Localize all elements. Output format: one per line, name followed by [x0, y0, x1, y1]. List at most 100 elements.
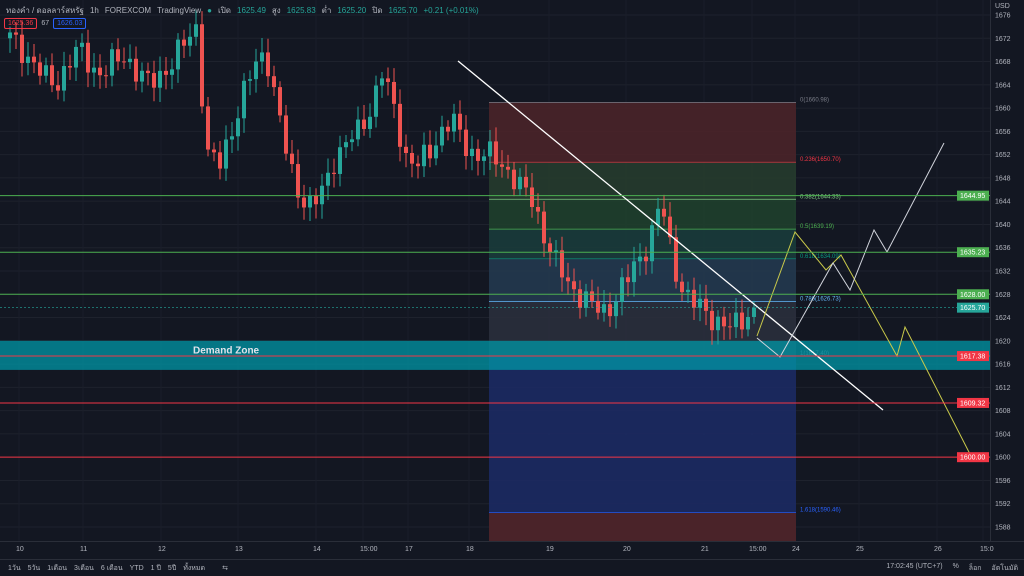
- candle: [158, 70, 162, 88]
- candle: [536, 206, 540, 212]
- candle: [14, 32, 18, 35]
- candle: [272, 76, 276, 88]
- candle: [356, 119, 360, 140]
- candle: [368, 116, 372, 129]
- price-tick: 1672: [995, 36, 1011, 43]
- buy-price[interactable]: 1626.03: [53, 18, 87, 29]
- price-tick: 1616: [995, 362, 1011, 369]
- candle: [728, 326, 732, 328]
- candle: [212, 149, 216, 153]
- auto-toggle[interactable]: อัตโนมัติ: [991, 564, 1018, 572]
- candle: [128, 58, 132, 63]
- price-tick: 1600: [995, 455, 1011, 462]
- exchange: FOREXCOM: [104, 6, 152, 15]
- candle: [578, 289, 582, 308]
- range-button[interactable]: ทั้งหมด: [183, 564, 206, 572]
- candle: [566, 277, 570, 282]
- range-button[interactable]: 1เดือน: [47, 564, 68, 572]
- price-tick: 1656: [995, 129, 1011, 136]
- candle: [392, 81, 396, 104]
- time-label: 17: [405, 546, 413, 553]
- candle: [50, 65, 54, 86]
- range-button[interactable]: YTD: [129, 564, 144, 572]
- clock: 17:02:45 (UTC+7): [886, 562, 943, 570]
- candle: [338, 147, 342, 174]
- range-button[interactable]: 5วัน: [27, 564, 41, 572]
- price-label: 1625.70: [960, 305, 985, 312]
- candle: [464, 129, 468, 157]
- candle: [650, 225, 654, 262]
- candle: [476, 148, 480, 161]
- candle: [110, 49, 114, 76]
- time-label: 26: [934, 546, 942, 553]
- candle: [38, 62, 42, 76]
- candle: [116, 49, 120, 62]
- candle: [530, 187, 534, 207]
- range-button[interactable]: 6 เดือน: [100, 564, 123, 572]
- time-label: 24: [792, 546, 800, 553]
- candle: [182, 39, 186, 46]
- range-button[interactable]: 3เดือน: [74, 564, 94, 572]
- candle: [734, 312, 738, 328]
- candle: [314, 195, 318, 205]
- candle: [620, 277, 624, 302]
- candle: [428, 144, 432, 159]
- candle: [470, 148, 474, 157]
- range-button[interactable]: 1 ปี: [150, 564, 161, 572]
- candle: [242, 80, 246, 119]
- candle: [608, 304, 612, 317]
- symbol-header: ทองคำ / ดอลลาร์สหรัฐ 1h FOREXCOM Trading…: [6, 4, 479, 17]
- candle: [584, 291, 588, 308]
- time-label: 14: [313, 546, 321, 553]
- time-label: 18: [466, 546, 474, 553]
- candle: [668, 216, 672, 238]
- candle: [380, 78, 384, 86]
- range-button[interactable]: 5ปี: [167, 564, 177, 572]
- candle: [8, 32, 12, 39]
- price-label-bg: [957, 190, 989, 201]
- fib-level-label: 0(1660.98): [800, 97, 829, 103]
- candle: [572, 281, 576, 290]
- price-chart[interactable]: 1676 1672 1668 1664 1660 1656 1652 1648 1644 1640…: [0, 0, 1024, 541]
- candle: [506, 166, 510, 170]
- candle: [722, 316, 726, 327]
- time-label: 12: [158, 546, 166, 553]
- price-label-bg: [957, 302, 989, 313]
- date-range-icon[interactable]: ⇆: [222, 565, 228, 572]
- time-axis[interactable]: 10 11 12 13 14 15:00 17 18 19 20 21 15:00 24 25 26 15:0: [0, 541, 1024, 559]
- candle: [74, 46, 78, 68]
- price-label-bg: [957, 247, 989, 258]
- candle: [278, 87, 282, 116]
- candle: [122, 61, 126, 63]
- percent-toggle[interactable]: %: [952, 562, 959, 570]
- candle: [296, 164, 300, 198]
- fib-level-label: 0.618(1634.09): [800, 254, 841, 260]
- candle: [308, 195, 312, 208]
- price-label: 1617.38: [960, 354, 985, 361]
- candle: [290, 153, 294, 165]
- interval[interactable]: 1h: [89, 6, 99, 15]
- time-label: 15:00: [749, 546, 767, 553]
- candle: [404, 146, 408, 154]
- log-toggle[interactable]: ล็อก: [968, 564, 982, 572]
- candle: [680, 281, 684, 293]
- range-button[interactable]: 1วัน: [8, 564, 21, 572]
- fib-zone: [489, 258, 796, 302]
- market-open-icon: ●: [207, 6, 212, 15]
- price-tick: 1604: [995, 431, 1011, 438]
- candle: [86, 42, 90, 73]
- candle: [560, 250, 564, 278]
- price-axis[interactable]: USD: [990, 0, 1024, 541]
- currency-selector[interactable]: USD: [995, 3, 1010, 10]
- symbol-name[interactable]: ทองคำ / ดอลลาร์สหรัฐ: [6, 6, 84, 15]
- open-label: เปิด: [217, 6, 231, 15]
- fib-level-label: 1.618(1590.46): [800, 508, 841, 514]
- sell-price[interactable]: 1625.36: [4, 18, 38, 29]
- price-tick: 1620: [995, 338, 1011, 345]
- candle: [320, 185, 324, 205]
- candle: [752, 307, 756, 317]
- price-label: 1644.95: [960, 193, 985, 200]
- price-label: 1600.00: [960, 455, 985, 462]
- candle: [710, 310, 714, 331]
- price-tick: 1608: [995, 408, 1011, 415]
